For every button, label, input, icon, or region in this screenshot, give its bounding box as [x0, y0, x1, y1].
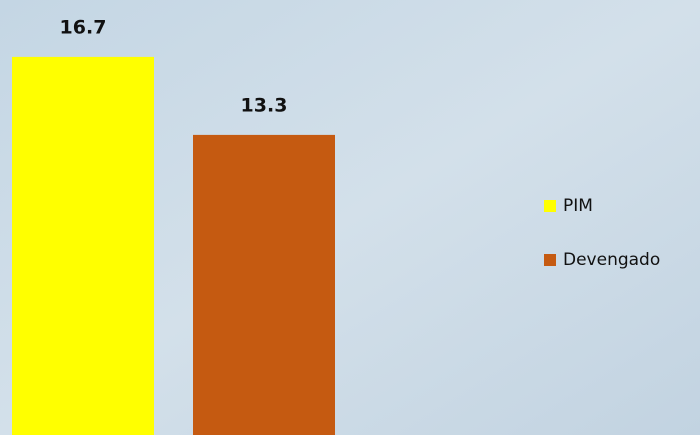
data-label: 13.3	[241, 94, 288, 116]
legend-label: Devengado	[563, 250, 660, 270]
bar	[193, 134, 335, 435]
legend-label: PIM	[563, 196, 593, 216]
legend-swatch	[544, 200, 556, 212]
bar	[12, 56, 154, 435]
legend-swatch	[544, 254, 556, 266]
data-label: 16.7	[60, 16, 107, 38]
